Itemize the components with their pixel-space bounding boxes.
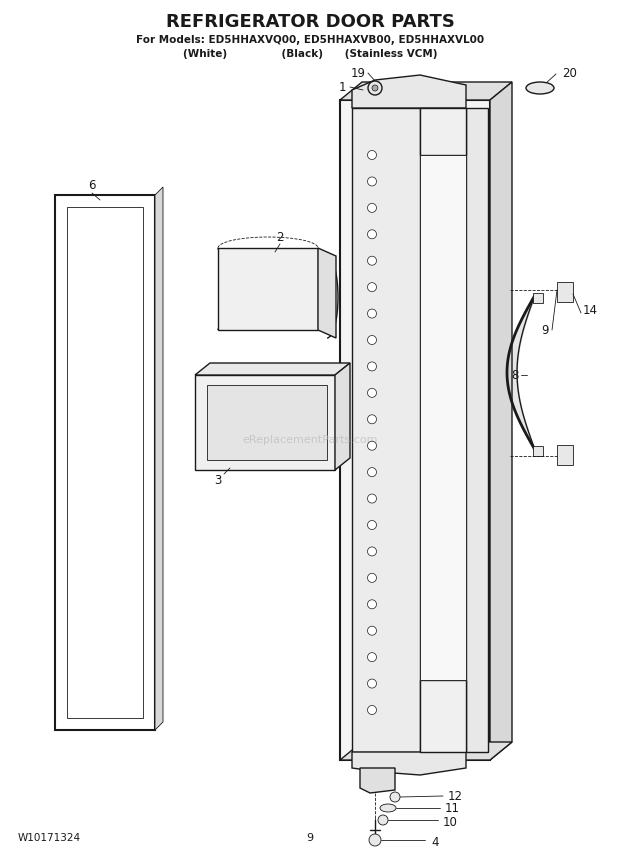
Circle shape (368, 494, 376, 503)
Circle shape (368, 256, 376, 265)
Text: 19: 19 (350, 67, 366, 80)
Text: 12: 12 (448, 789, 463, 803)
Polygon shape (318, 248, 336, 338)
Circle shape (368, 627, 376, 635)
Polygon shape (420, 155, 466, 680)
Polygon shape (340, 82, 512, 100)
Text: 2: 2 (277, 230, 284, 243)
Text: REFRIGERATOR DOOR PARTS: REFRIGERATOR DOOR PARTS (166, 13, 454, 31)
Ellipse shape (526, 82, 554, 94)
Circle shape (372, 85, 378, 91)
Polygon shape (557, 282, 573, 302)
Polygon shape (207, 385, 327, 460)
Polygon shape (466, 108, 488, 752)
Circle shape (368, 336, 376, 344)
Text: For Models: ED5HHAXVQ00, ED5HHAXVB00, ED5HHAXVL00: For Models: ED5HHAXVQ00, ED5HHAXVB00, ED… (136, 35, 484, 45)
Polygon shape (55, 195, 155, 730)
Text: 20: 20 (562, 67, 577, 80)
Circle shape (368, 389, 376, 397)
Polygon shape (195, 363, 350, 375)
Circle shape (368, 282, 376, 292)
Polygon shape (335, 363, 350, 470)
Text: 10: 10 (443, 816, 458, 829)
Text: 11: 11 (445, 801, 459, 815)
Circle shape (368, 679, 376, 688)
Circle shape (368, 574, 376, 582)
Text: 1: 1 (339, 80, 346, 93)
Circle shape (368, 309, 376, 318)
Ellipse shape (380, 804, 396, 812)
Polygon shape (420, 680, 466, 752)
Polygon shape (352, 108, 420, 752)
Circle shape (368, 705, 376, 715)
Polygon shape (218, 248, 318, 330)
Circle shape (368, 415, 376, 424)
Polygon shape (155, 187, 163, 730)
Circle shape (368, 177, 376, 186)
Circle shape (368, 81, 382, 95)
Polygon shape (360, 768, 395, 793)
Text: (White)               (Black)      (Stainless VCM): (White) (Black) (Stainless VCM) (183, 49, 437, 59)
Polygon shape (420, 108, 466, 155)
Polygon shape (533, 446, 543, 456)
Text: eReplacementParts.com: eReplacementParts.com (242, 435, 378, 445)
Polygon shape (340, 100, 490, 760)
Circle shape (369, 834, 381, 846)
Text: 14: 14 (583, 304, 598, 317)
Circle shape (368, 547, 376, 556)
Circle shape (368, 600, 376, 609)
Circle shape (368, 467, 376, 477)
Circle shape (368, 520, 376, 530)
Polygon shape (533, 293, 543, 303)
Circle shape (368, 229, 376, 239)
Polygon shape (352, 90, 442, 108)
Text: 4: 4 (432, 836, 439, 849)
Text: 6: 6 (88, 179, 95, 192)
Circle shape (368, 151, 376, 159)
Text: W10171324: W10171324 (18, 833, 81, 843)
Polygon shape (340, 742, 512, 760)
Circle shape (368, 362, 376, 371)
Circle shape (390, 792, 400, 802)
Circle shape (378, 815, 388, 825)
Polygon shape (352, 752, 466, 775)
Polygon shape (557, 445, 573, 465)
Text: 9: 9 (306, 833, 314, 843)
Polygon shape (195, 375, 335, 470)
Circle shape (368, 652, 376, 662)
Polygon shape (352, 75, 466, 108)
Text: 8: 8 (512, 368, 519, 382)
Circle shape (368, 204, 376, 212)
Polygon shape (490, 82, 512, 760)
Circle shape (368, 441, 376, 450)
Text: 9: 9 (541, 324, 549, 336)
Text: 3: 3 (215, 473, 222, 486)
